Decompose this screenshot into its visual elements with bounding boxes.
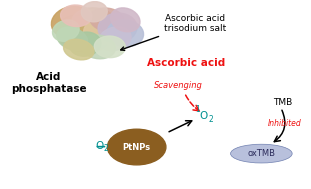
Ellipse shape (81, 35, 115, 59)
Ellipse shape (111, 8, 140, 32)
Text: Ascorbic acid
trisodium salt: Ascorbic acid trisodium salt (121, 14, 226, 50)
Text: oxTMB: oxTMB (247, 149, 275, 158)
Ellipse shape (81, 2, 107, 22)
Text: Scavenging: Scavenging (154, 81, 203, 90)
Text: PtNPs: PtNPs (123, 143, 151, 152)
Text: Inhibited: Inhibited (267, 119, 301, 128)
Ellipse shape (56, 15, 106, 52)
Text: Acid
phosphatase: Acid phosphatase (11, 72, 87, 94)
Ellipse shape (61, 5, 92, 26)
Ellipse shape (63, 39, 94, 60)
Text: Ascorbic acid: Ascorbic acid (147, 58, 225, 68)
Ellipse shape (83, 16, 121, 45)
Ellipse shape (107, 20, 144, 47)
Ellipse shape (90, 8, 125, 32)
Ellipse shape (230, 144, 292, 163)
Ellipse shape (70, 32, 101, 56)
Ellipse shape (51, 6, 93, 39)
Ellipse shape (99, 27, 131, 51)
Ellipse shape (57, 27, 88, 50)
Circle shape (107, 129, 166, 165)
Text: 2: 2 (208, 115, 213, 124)
Ellipse shape (94, 36, 125, 58)
Text: TMB: TMB (273, 98, 293, 107)
Ellipse shape (72, 8, 117, 37)
Text: O: O (95, 141, 103, 151)
Ellipse shape (70, 25, 109, 52)
Text: 1: 1 (195, 105, 200, 114)
Ellipse shape (98, 13, 137, 43)
Text: O: O (200, 111, 208, 121)
Text: 2: 2 (104, 144, 109, 153)
Ellipse shape (53, 20, 79, 41)
